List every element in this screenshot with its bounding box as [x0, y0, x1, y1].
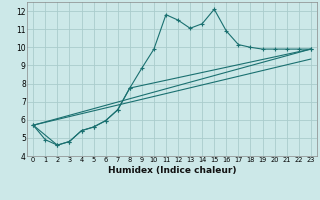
- X-axis label: Humidex (Indice chaleur): Humidex (Indice chaleur): [108, 166, 236, 175]
